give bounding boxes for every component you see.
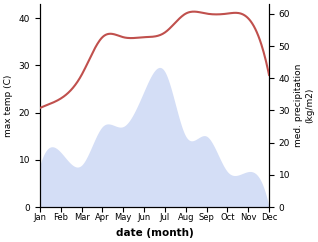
X-axis label: date (month): date (month) — [116, 228, 193, 238]
Y-axis label: med. precipitation
(kg/m2): med. precipitation (kg/m2) — [294, 64, 314, 147]
Y-axis label: max temp (C): max temp (C) — [4, 74, 13, 137]
